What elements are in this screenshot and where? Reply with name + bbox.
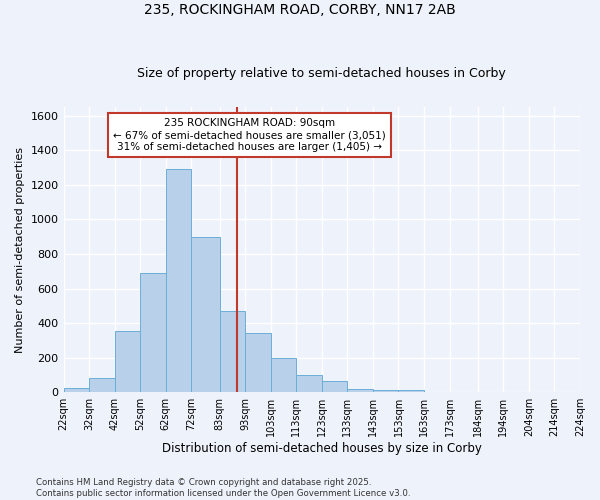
Text: 235 ROCKINGHAM ROAD: 90sqm
← 67% of semi-detached houses are smaller (3,051)
31%: 235 ROCKINGHAM ROAD: 90sqm ← 67% of semi… <box>113 118 386 152</box>
Bar <box>347 389 373 392</box>
Bar <box>166 170 191 392</box>
Bar <box>140 273 166 392</box>
Bar <box>64 388 89 392</box>
Bar <box>296 375 322 392</box>
Title: Size of property relative to semi-detached houses in Corby: Size of property relative to semi-detach… <box>137 66 506 80</box>
Bar <box>191 236 220 392</box>
Bar <box>115 331 140 392</box>
Bar <box>398 390 424 392</box>
Bar <box>220 311 245 392</box>
Bar <box>271 358 296 392</box>
Bar <box>322 381 347 392</box>
Y-axis label: Number of semi-detached properties: Number of semi-detached properties <box>15 146 25 352</box>
Bar <box>89 378 115 392</box>
Text: 235, ROCKINGHAM ROAD, CORBY, NN17 2AB: 235, ROCKINGHAM ROAD, CORBY, NN17 2AB <box>144 2 456 16</box>
Bar <box>373 390 398 392</box>
Bar <box>245 332 271 392</box>
Text: Contains HM Land Registry data © Crown copyright and database right 2025.
Contai: Contains HM Land Registry data © Crown c… <box>36 478 410 498</box>
X-axis label: Distribution of semi-detached houses by size in Corby: Distribution of semi-detached houses by … <box>162 442 482 455</box>
